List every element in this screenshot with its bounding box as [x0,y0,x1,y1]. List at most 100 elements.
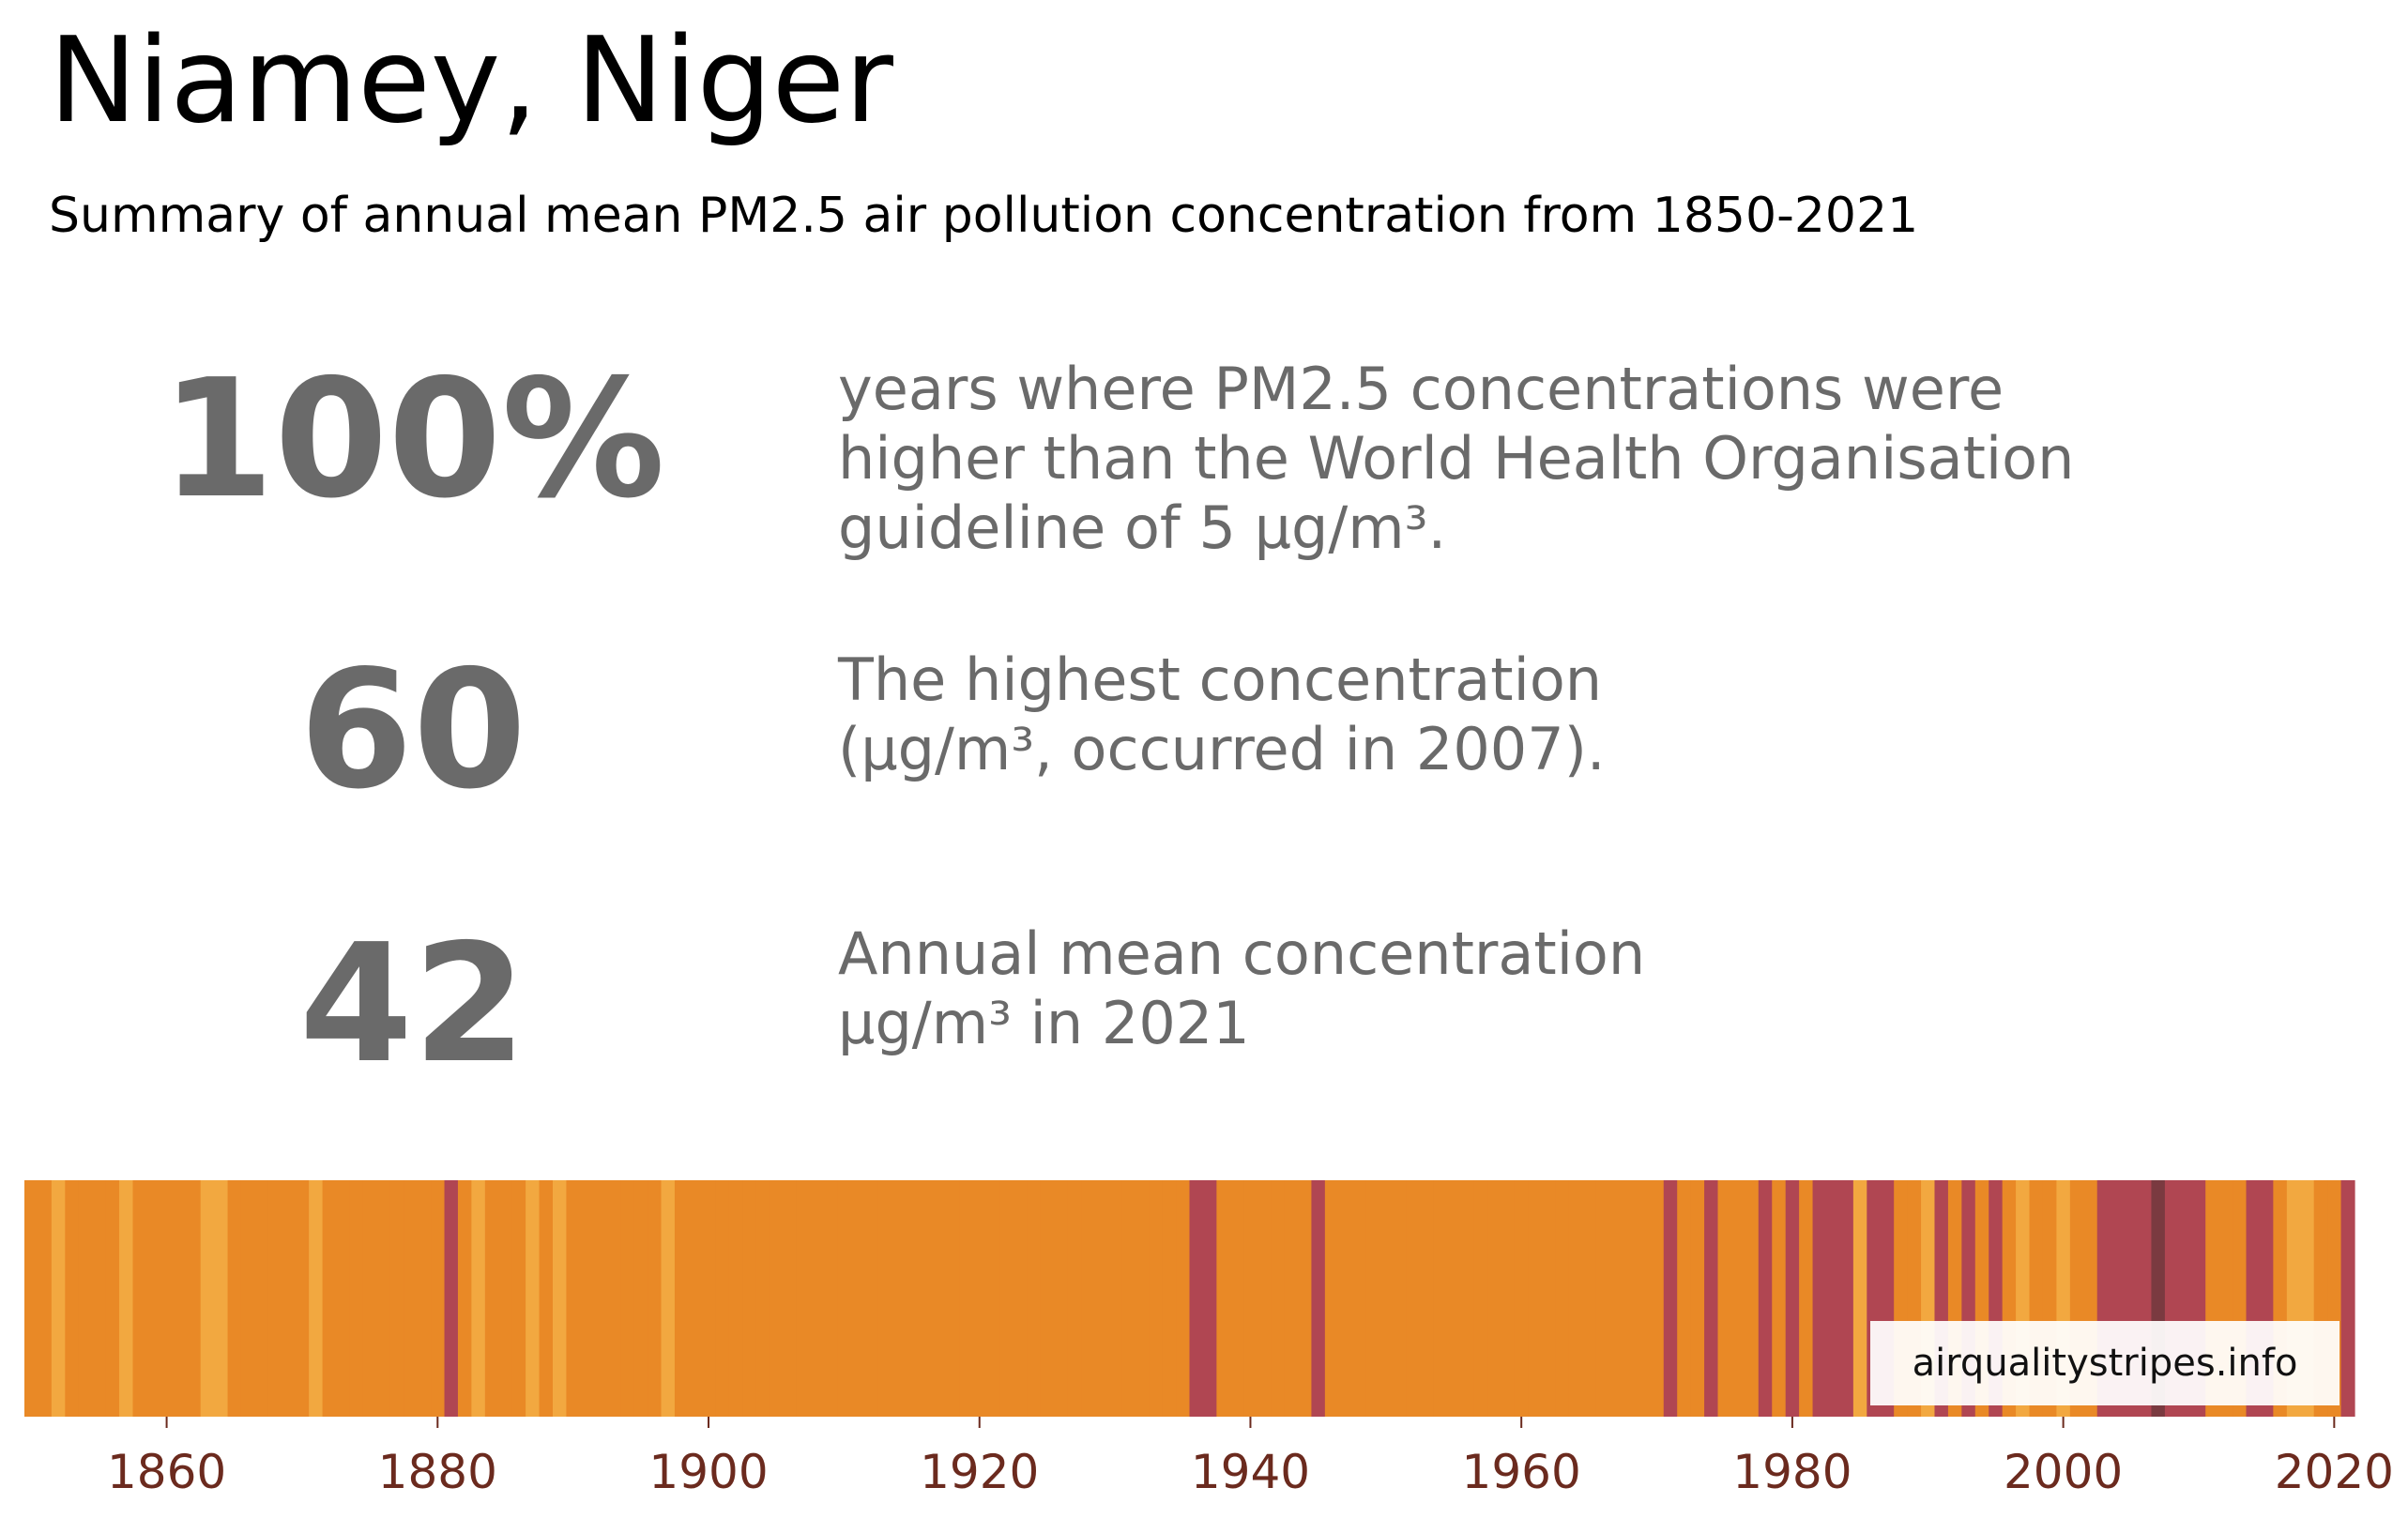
stat-description-line: Annual mean concentration [838,919,1646,988]
stripe-1961 [1528,1180,1543,1417]
stripe-1905 [769,1180,785,1417]
stat-description-line: (µg/m³, occurred in 2007). [838,715,1606,783]
stripe-1854 [78,1180,93,1417]
stripe-1896 [648,1180,663,1417]
stripe-1964 [1568,1180,1583,1417]
stripe-1971 [1663,1180,1678,1417]
stripe-1852 [51,1180,66,1417]
stripe-2021 [2340,1180,2355,1417]
stripe-1902 [728,1180,743,1417]
stripe-1976 [1730,1180,1745,1417]
x-tick-label: 1900 [648,1445,768,1499]
stripe-1969 [1636,1180,1651,1417]
stripe-1859 [145,1180,160,1417]
stripe-1883 [471,1180,486,1417]
stripe-1874 [349,1180,364,1417]
stripe-1912 [864,1180,879,1417]
stripe-1862 [187,1180,202,1417]
stripe-1980 [1785,1180,1800,1417]
source-badge: airqualitystripes.info [1870,1321,2339,1405]
stripe-1894 [620,1180,635,1417]
stripe-1863 [200,1180,215,1417]
stripe-1940 [1243,1180,1258,1417]
stripe-1963 [1555,1180,1570,1417]
stripe-1892 [593,1180,608,1417]
stripe-1918 [945,1180,960,1417]
stripe-1944 [1297,1180,1313,1417]
stripe-1887 [526,1180,541,1417]
stripe-1970 [1650,1180,1665,1417]
stripe-1870 [295,1180,310,1417]
x-tick-label: 1920 [920,1445,1039,1499]
stripe-1872 [322,1180,337,1417]
stripe-1917 [932,1180,947,1417]
x-tick-label: 1960 [1462,1445,1581,1499]
stat-description-line: years where PM2.5 concentrations were [838,355,2004,423]
stripe-1923 [1013,1180,1028,1417]
stripe-1914 [891,1180,906,1417]
stripe-1860 [160,1180,175,1417]
stripe-1949 [1365,1180,1380,1417]
stripe-1962 [1541,1180,1556,1417]
page-title: Niamey, Niger [49,11,893,149]
stripe-1957 [1473,1180,1488,1417]
stripe-1901 [715,1180,730,1417]
stripe-1903 [742,1180,757,1417]
stripe-1897 [661,1180,676,1417]
stripe-1881 [444,1180,459,1417]
stripe-1876 [376,1180,391,1417]
stripe-1904 [755,1180,770,1417]
x-tick-label: 1940 [1191,1445,1310,1499]
stripe-1861 [173,1180,188,1417]
stripe-1855 [92,1180,107,1417]
stripe-1880 [431,1180,446,1417]
stripe-1893 [606,1180,621,1417]
stripe-1929 [1094,1180,1109,1417]
stripe-1984 [1839,1180,1854,1417]
stripe-1954 [1433,1180,1448,1417]
stripe-1960 [1514,1180,1530,1417]
stripe-1979 [1772,1180,1787,1417]
stripe-1884 [484,1180,499,1417]
stripe-1937 [1202,1180,1217,1417]
stripe-1955 [1446,1180,1461,1417]
stripe-1869 [282,1180,297,1417]
stripe-1890 [566,1180,581,1417]
stripe-1981 [1799,1180,1814,1417]
stripe-1920 [972,1180,987,1417]
stripe-1959 [1501,1180,1516,1417]
stripe-1875 [362,1180,377,1417]
stripe-1868 [267,1180,282,1417]
stripe-1871 [309,1180,324,1417]
stripe-1888 [539,1180,554,1417]
stripe-1946 [1324,1180,1339,1417]
stripe-1878 [404,1180,419,1417]
stripe-1900 [701,1180,716,1417]
stat-years-above-guideline-value: 100% [160,344,665,535]
stripe-1943 [1284,1180,1299,1417]
stripe-1942 [1271,1180,1286,1417]
stripe-1858 [132,1180,147,1417]
stripe-1951 [1393,1180,1408,1417]
stripe-1873 [336,1180,351,1417]
stripe-1931 [1121,1180,1136,1417]
stripe-1885 [498,1180,513,1417]
stripe-1864 [214,1180,229,1417]
stripe-1867 [254,1180,269,1417]
stat-highest-concentration-value: 60 [298,635,527,826]
stripe-1950 [1379,1180,1394,1417]
stripe-1913 [877,1180,892,1417]
stat-years-above-guideline-description: years where PM2.5 concentrations were hi… [838,355,2074,563]
stat-description-line: guideline of 5 µg/m³. [838,493,1447,562]
stripe-1851 [38,1180,53,1417]
stripe-1899 [688,1180,703,1417]
stripe-1983 [1825,1180,1841,1417]
stripe-1908 [810,1180,825,1417]
stripe-1853 [65,1180,80,1417]
stripe-1907 [796,1180,811,1417]
stat-highest-concentration-description: The highest concentration (µg/m³, occurr… [838,645,1606,784]
stripe-1982 [1812,1180,1827,1417]
stripe-1935 [1176,1180,1191,1417]
stat-latest-annual-mean-value: 42 [298,909,527,1100]
